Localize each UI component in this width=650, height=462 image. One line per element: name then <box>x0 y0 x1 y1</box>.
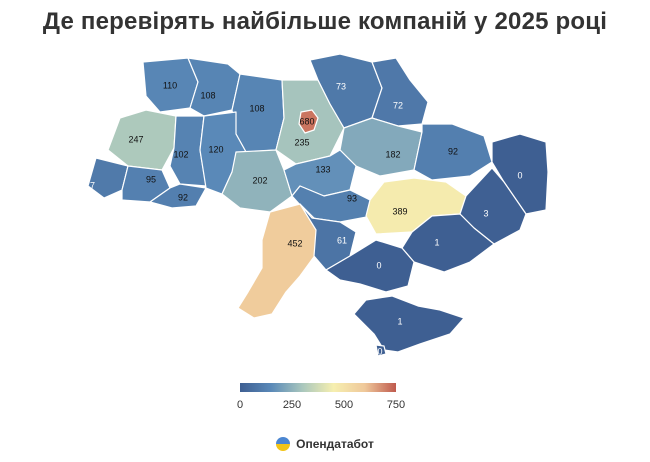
region-value-label-zakarpattia: 77 <box>85 180 95 190</box>
legend-tick-label: 500 <box>335 399 353 411</box>
page-title: Де перевірять найбільше компаній у 2025 … <box>42 8 608 35</box>
region-kherson[interactable] <box>325 239 415 293</box>
region-value-label-volyn: 110 <box>163 80 177 90</box>
region-crimea[interactable] <box>353 295 465 353</box>
region-value-label-kharkiv: 92 <box>448 146 458 156</box>
region-rivne[interactable] <box>187 57 241 117</box>
region-value-label-kyiv-oblast: 235 <box>294 137 309 147</box>
region-kharkiv[interactable] <box>413 123 493 181</box>
region-value-label-poltava: 182 <box>385 149 400 159</box>
opendatabot-logo-icon <box>276 437 291 451</box>
region-value-label-chernihiv: 73 <box>336 81 346 91</box>
region-value-label-lviv: 247 <box>128 134 143 144</box>
region-value-label-zaporizhzhia: 1 <box>434 237 439 247</box>
region-value-label-vinnytsia: 202 <box>252 175 267 185</box>
region-value-label-donetsk: 3 <box>483 208 488 218</box>
legend-ticks: 0 250 500 750 <box>237 399 405 411</box>
legend-color-bar <box>240 383 396 392</box>
region-kyiv-city[interactable] <box>298 109 319 134</box>
region-value-label-ternopil: 102 <box>173 149 188 159</box>
region-value-label-luhansk: 0 <box>517 170 522 180</box>
region-value-label-sumy: 72 <box>393 100 403 110</box>
region-luhansk[interactable] <box>491 133 549 215</box>
region-sumy[interactable] <box>371 57 429 127</box>
brand-name: Опендатабот <box>296 437 374 451</box>
region-value-label-odesa: 452 <box>287 238 302 248</box>
region-value-label-cherkasy: 133 <box>315 164 330 174</box>
region-lviv[interactable] <box>107 109 177 171</box>
brand-footer: Опендатабот <box>0 437 650 451</box>
region-zakarpattia[interactable] <box>87 157 129 199</box>
region-value-label-rivne: 108 <box>200 90 215 100</box>
region-value-label-khmelnytskyi: 120 <box>208 144 223 154</box>
region-value-label-ivano-frankivsk: 95 <box>146 174 156 184</box>
legend-tick-label: 250 <box>283 399 301 411</box>
legend-tick-label: 750 <box>387 399 405 411</box>
region-value-label-sevastopol: 0 <box>377 346 382 356</box>
region-value-label-kirovohrad: 93 <box>347 193 357 203</box>
regions-layer <box>87 53 549 357</box>
region-value-label-kherson: 0 <box>376 260 381 270</box>
region-sevastopol[interactable] <box>375 344 387 357</box>
legend: 0 250 500 750 <box>237 383 405 411</box>
region-value-label-zhytomyr: 108 <box>249 103 264 113</box>
region-chernivtsi[interactable] <box>149 183 207 209</box>
region-value-label-dnipropetrovsk: 389 <box>392 206 407 216</box>
region-value-label-chernivtsi: 92 <box>178 192 188 202</box>
region-value-label-crimea: 1 <box>397 316 402 326</box>
region-odesa[interactable] <box>237 203 319 319</box>
legend-tick-label: 0 <box>237 399 243 411</box>
region-value-label-kyiv-city: 680 <box>299 116 314 126</box>
region-value-label-mykolaiv: 61 <box>337 235 347 245</box>
